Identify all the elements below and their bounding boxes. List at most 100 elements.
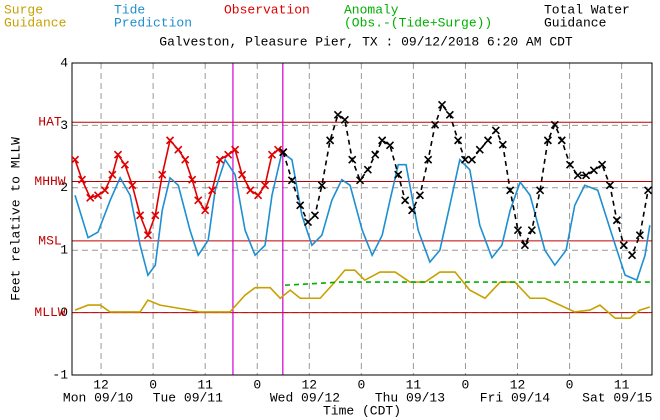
data-marker — [437, 100, 447, 109]
data-marker — [506, 186, 515, 195]
data-marker — [273, 145, 283, 154]
data-marker — [231, 145, 240, 154]
data-marker — [460, 155, 470, 164]
data-marker — [254, 191, 263, 200]
date-label: Fri 09/14 — [480, 390, 550, 405]
reference-label: MHHW — [34, 174, 65, 189]
data-marker — [194, 196, 203, 205]
data-marker — [550, 120, 559, 129]
data-marker — [208, 186, 217, 195]
data-marker — [128, 181, 137, 190]
data-marker — [310, 211, 319, 220]
data-marker — [619, 241, 628, 250]
data-marker — [371, 150, 380, 159]
data-marker — [296, 201, 305, 210]
data-marker — [215, 155, 224, 164]
reference-label: MSL — [38, 233, 61, 248]
data-marker — [246, 186, 255, 195]
data-marker — [363, 165, 372, 174]
data-marker — [401, 196, 410, 205]
x-tick-label: 0 — [462, 377, 470, 392]
data-marker — [303, 218, 313, 227]
data-marker — [100, 186, 110, 195]
data-marker — [77, 175, 87, 184]
legend-entry: Total Water — [544, 2, 630, 17]
x-tick-label: 0 — [357, 377, 365, 392]
data-marker — [498, 140, 507, 149]
data-marker — [108, 170, 117, 179]
legend-entry: Guidance — [4, 15, 66, 30]
data-marker — [287, 176, 297, 185]
data-marker — [181, 155, 190, 164]
data-marker — [415, 191, 424, 200]
data-marker — [612, 216, 621, 225]
legend-entry: (Obs.-(Tide+Surge)) — [344, 15, 492, 30]
data-marker — [113, 150, 123, 159]
data-marker — [513, 226, 523, 235]
data-marker — [165, 136, 175, 145]
data-marker — [260, 181, 270, 190]
y-tick-label: 2 — [60, 180, 68, 195]
data-marker — [527, 226, 536, 235]
data-marker — [279, 148, 288, 157]
data-marker — [70, 155, 80, 164]
x-tick-label: 11 — [197, 377, 213, 392]
x-axis-label: Time (CDT) — [323, 403, 401, 418]
y-axis-label: Feet relative to MLLW — [8, 137, 23, 301]
data-marker — [598, 160, 607, 169]
data-marker — [536, 186, 545, 195]
data-marker — [201, 206, 210, 215]
data-marker — [143, 231, 152, 240]
legend-entry: Tide — [114, 2, 145, 17]
data-marker — [445, 110, 454, 119]
y-tick-label: 4 — [60, 55, 68, 70]
series-line — [74, 269, 651, 320]
series-line — [74, 150, 651, 282]
data-marker — [348, 155, 357, 164]
data-marker — [355, 176, 365, 185]
data-marker — [93, 191, 103, 200]
x-tick-label: 12 — [510, 377, 526, 392]
y-tick-label: 3 — [60, 118, 68, 133]
reference-label: MLLW — [34, 305, 65, 320]
data-marker — [378, 136, 387, 145]
date-label: Sat 09/15 — [582, 390, 652, 405]
data-marker — [174, 145, 183, 154]
data-marker — [317, 181, 326, 190]
plot-frame — [71, 62, 653, 376]
data-marker — [224, 150, 233, 159]
data-marker — [491, 126, 500, 135]
data-marker — [431, 120, 440, 129]
chart-title: Galveston, Pleasure Pier, TX : 09/12/201… — [159, 34, 573, 49]
data-marker — [158, 170, 167, 179]
data-marker — [589, 166, 598, 175]
data-marker — [565, 160, 575, 169]
y-tick-label: 1 — [60, 243, 68, 258]
data-marker — [394, 170, 403, 179]
data-marker — [475, 145, 484, 154]
data-marker — [581, 171, 591, 180]
data-marker — [454, 136, 463, 145]
date-label: Tue 09/11 — [153, 390, 223, 405]
legend-entry: Observation — [224, 2, 310, 17]
x-tick-label: 0 — [149, 377, 157, 392]
x-tick-label: 0 — [566, 377, 574, 392]
series-line — [284, 281, 650, 286]
data-marker — [86, 193, 95, 202]
data-marker — [151, 211, 160, 220]
data-marker — [573, 171, 582, 180]
data-marker — [627, 251, 637, 260]
data-marker — [644, 186, 653, 195]
date-label: Thu 09/13 — [375, 390, 445, 405]
legend-entry: Guidance — [544, 15, 606, 30]
data-marker — [385, 141, 395, 150]
data-marker — [188, 175, 197, 184]
legend-entry: Prediction — [114, 15, 192, 30]
data-marker — [340, 115, 349, 124]
legend-entry: Anomaly — [344, 2, 399, 17]
x-tick-label: 12 — [93, 377, 109, 392]
x-tick-label: 11 — [614, 377, 630, 392]
x-tick-label: 11 — [406, 377, 422, 392]
date-label: Mon 09/10 — [63, 390, 133, 405]
